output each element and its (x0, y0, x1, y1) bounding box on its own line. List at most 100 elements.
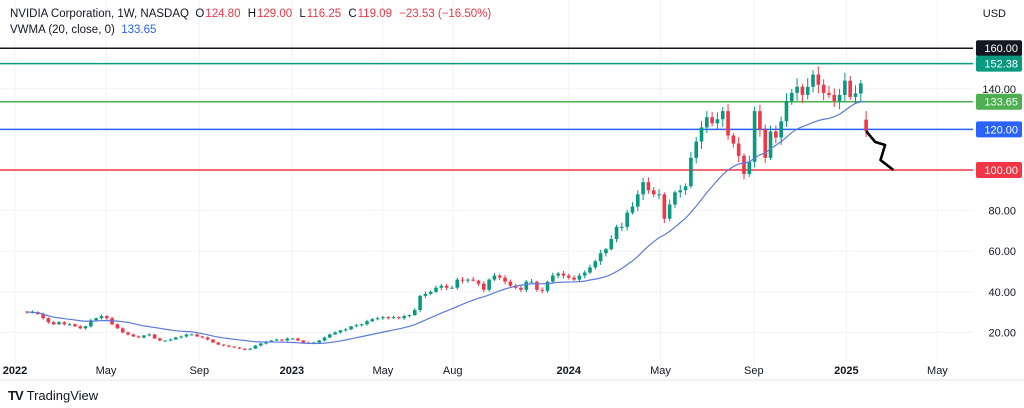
candle-body (407, 315, 412, 317)
candle-body (768, 131, 773, 158)
candle-body (158, 338, 162, 341)
level-price-tag (976, 93, 1022, 110)
candle-body (556, 273, 560, 276)
candle-body (455, 279, 460, 288)
candle-body (152, 334, 157, 339)
currency-label[interactable]: USD (982, 8, 1006, 20)
candle-body (481, 283, 486, 290)
low-value: 116.25 (306, 8, 342, 20)
close-label: C (348, 8, 357, 20)
low-label: L (299, 8, 306, 20)
candle-body (232, 346, 237, 348)
candle-body (142, 335, 146, 338)
candle-body (832, 94, 837, 101)
time-tick-label: 2024 (557, 365, 582, 377)
candle-body (540, 289, 545, 291)
candle-body (147, 334, 152, 336)
candle-body (588, 267, 592, 273)
candle-body (354, 325, 359, 327)
price-tick-label: 20.00 (988, 327, 1016, 339)
candle-body (211, 339, 215, 343)
candle-body (386, 317, 391, 319)
candle-body (774, 131, 778, 138)
candle-body (115, 324, 120, 329)
candle-body (248, 348, 252, 350)
candle-body (620, 226, 624, 228)
price-tick-label: 140.00 (982, 84, 1016, 96)
candle-body (598, 253, 603, 262)
candle-body (657, 194, 661, 196)
candle-body (412, 310, 417, 316)
candle-body (779, 121, 783, 138)
candle-body (370, 319, 375, 322)
candle-body (800, 86, 805, 95)
vwma-line (27, 101, 867, 345)
candle-body (179, 336, 183, 338)
symbol-title[interactable]: NVIDIA Corporation, 1W, NASDAQ (10, 8, 189, 20)
candle-body (720, 111, 725, 120)
candle-body (163, 340, 167, 342)
price-axis[interactable]: 140.00 80.00 60.00 40.00 20.00 160.00 152.38 13… (976, 40, 1022, 339)
time-tick-label: Sep (190, 365, 210, 377)
candle-body (683, 186, 688, 191)
time-tick-label: May (927, 365, 948, 377)
candle-body (428, 291, 433, 294)
candle-body (296, 338, 300, 341)
level-price-label: 100.00 (984, 165, 1018, 177)
candle-body (742, 155, 746, 175)
candle-body (418, 295, 422, 311)
candle-body (561, 273, 566, 276)
candle-body (673, 192, 677, 205)
candle-body (625, 212, 629, 227)
candle-body (51, 322, 56, 325)
candle-body (349, 326, 353, 330)
high-value: 129.00 (257, 8, 293, 20)
level-price-label: 160.00 (984, 43, 1018, 55)
candle-body (274, 339, 279, 341)
price-tick-label: 40.00 (988, 287, 1016, 299)
candle-body (89, 320, 93, 327)
candle-body (736, 143, 741, 156)
candle-body (460, 279, 465, 281)
candle-body (328, 334, 332, 338)
candle-body (837, 94, 842, 101)
time-axis[interactable]: 2022 May Sep 2023 May Aug 2024 May Sep 2025 May (3, 365, 949, 377)
time-tick-label: Sep (744, 365, 764, 377)
symbol-row: NVIDIA Corporation, 1W, NASDAQ O124.80 H… (10, 6, 495, 22)
grid (0, 0, 1024, 381)
candle-body (859, 83, 863, 94)
candle-body (322, 337, 327, 341)
candle-body (699, 127, 704, 142)
candle-body (651, 190, 656, 195)
candle-body (710, 117, 714, 124)
candle-body (62, 322, 67, 325)
candle-body (508, 281, 513, 286)
candle-body (200, 336, 205, 338)
candle-body (397, 317, 401, 319)
candle-body (529, 281, 534, 283)
indicator-title[interactable]: VWMA (20, close, 0) (10, 24, 115, 36)
level-price-label: 120.00 (984, 124, 1018, 136)
candle-body (471, 279, 475, 281)
candle-body (168, 339, 173, 341)
change-value: −23.53 (−16.50%) (399, 8, 492, 20)
candle-body (184, 334, 189, 337)
candle-body (189, 334, 194, 336)
candle-body (805, 86, 810, 95)
candle-body (747, 161, 752, 175)
candle-body (731, 135, 736, 144)
candle-body (120, 328, 125, 333)
candle-body (46, 318, 51, 323)
candle-body (227, 345, 231, 347)
candle-body (317, 340, 321, 343)
candle-body (689, 157, 693, 187)
candle-body (258, 343, 263, 346)
candle-body (73, 324, 77, 327)
candle-body (678, 190, 683, 193)
candle-body (444, 285, 449, 288)
candle-body (821, 84, 826, 93)
tradingview-logo[interactable]: TV TradingView (8, 388, 98, 403)
candle-body (705, 117, 709, 128)
time-tick-label: Aug (443, 365, 463, 377)
